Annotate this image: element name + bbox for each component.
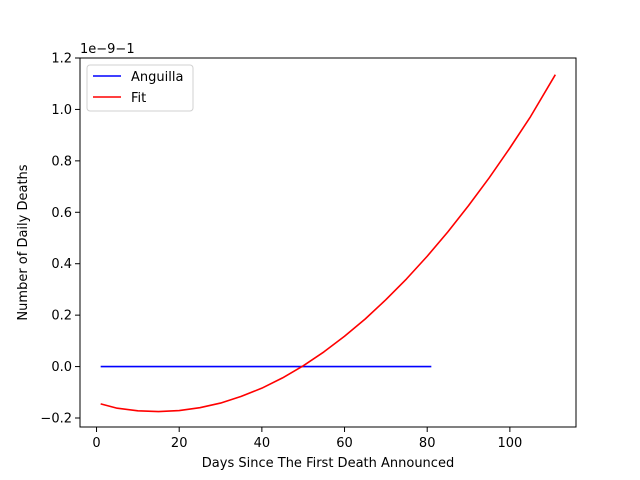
x-axis-ticks: 0 20 40 60 80 100 — [92, 427, 522, 451]
y-tick-label: 1.0 — [51, 103, 72, 118]
legend-label-fit: Fit — [131, 91, 146, 106]
x-tick-label: 40 — [254, 436, 271, 451]
x-tick-label: 100 — [497, 436, 522, 451]
plot-frame — [79, 57, 577, 428]
y-tick-label: 0.2 — [51, 309, 72, 324]
legend: Anguilla Fit — [86, 64, 194, 112]
x-tick-label: 80 — [419, 436, 436, 451]
y-tick-label: 0.8 — [51, 154, 72, 169]
legend-label-anguilla: Anguilla — [131, 70, 183, 85]
y-axis-offset-text: 1e−9−1 — [80, 42, 135, 57]
y-tick-label: −0.2 — [40, 412, 72, 427]
x-axis-label: Days Since The First Death Announced — [202, 456, 454, 471]
x-tick-label: 0 — [92, 436, 100, 451]
series-line-fit — [100, 74, 557, 413]
y-tick-label: 0.4 — [51, 257, 72, 272]
y-tick-label: 0.0 — [51, 360, 72, 375]
y-tick-label: 0.6 — [51, 206, 72, 221]
y-axis-ticks: −0.2 0.0 0.2 0.4 0.6 0.8 1.0 1.2 — [40, 52, 80, 427]
y-tick-label: 1.2 — [51, 52, 72, 67]
x-tick-label: 60 — [336, 436, 353, 451]
y-axis-label: Number of Daily Deaths — [16, 164, 31, 320]
x-tick-label: 20 — [171, 436, 188, 451]
plot-area — [100, 74, 557, 413]
